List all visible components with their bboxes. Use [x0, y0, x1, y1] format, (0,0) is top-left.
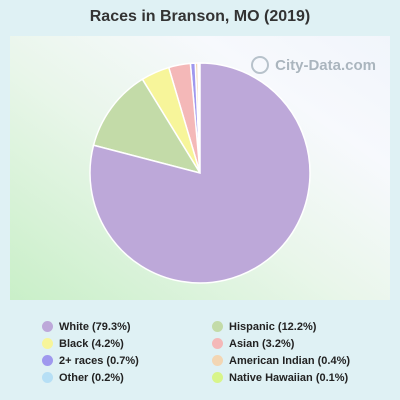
legend-label: Other (0.2%)	[59, 371, 124, 384]
legend-label: Asian (3.2%)	[229, 337, 295, 350]
chart-legend: White (79.3%) Hispanic (12.2%) Black (4.2%…	[42, 320, 382, 384]
pie-slice-hispanic	[92, 78, 202, 175]
watermark: City-Data.com	[251, 56, 376, 74]
legend-label: Native Hawaiian (0.1%)	[229, 371, 349, 384]
chart-title: Races in Branson, MO (2019)	[89, 8, 311, 25]
legend-swatch	[212, 321, 223, 332]
legend-item: 2+ races (0.7%)	[42, 354, 212, 367]
legend-swatch	[212, 372, 223, 383]
legend-label: Black (4.2%)	[59, 337, 124, 350]
legend-swatch	[42, 321, 53, 332]
legend-swatch	[212, 355, 223, 366]
legend-swatch	[42, 372, 53, 383]
magnifier-icon	[251, 56, 270, 74]
legend-item: Other (0.2%)	[42, 371, 212, 384]
legend-item: Hispanic (12.2%)	[212, 320, 382, 333]
legend-swatch	[42, 355, 53, 366]
legend-swatch	[212, 338, 223, 349]
legend-label: 2+ races (0.7%)	[59, 354, 139, 367]
pie-slice-white	[89, 62, 311, 284]
legend-label: American Indian (0.4%)	[229, 354, 351, 367]
legend-item: American Indian (0.4%)	[212, 354, 382, 367]
legend-label: White (79.3%)	[59, 320, 131, 333]
legend-swatch	[42, 338, 53, 349]
watermark-text: City-Data.com	[275, 56, 376, 74]
legend-item: Asian (3.2%)	[212, 337, 382, 350]
legend-label: Hispanic (12.2%)	[229, 320, 317, 333]
legend-item: Native Hawaiian (0.1%)	[212, 371, 382, 384]
legend-item: White (79.3%)	[42, 320, 212, 333]
legend-item: Black (4.2%)	[42, 337, 212, 350]
